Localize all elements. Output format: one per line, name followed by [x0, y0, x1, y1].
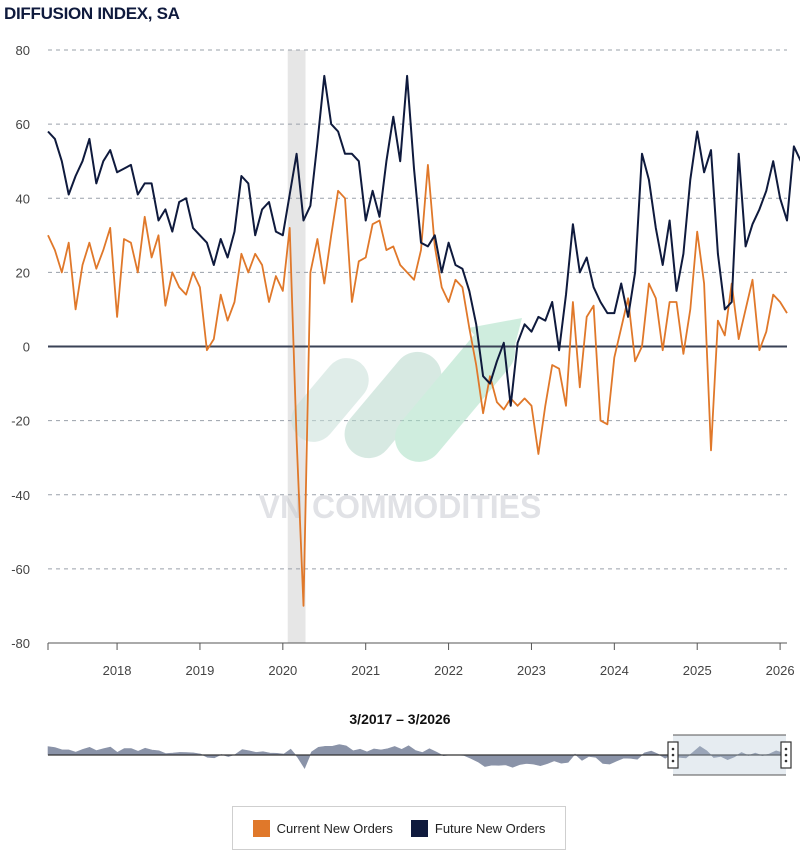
- y-tick-label: 40: [16, 191, 30, 206]
- legend-label-future: Future New Orders: [434, 820, 546, 836]
- y-tick-label: -40: [11, 488, 30, 503]
- watermark-bar-3: [395, 328, 515, 462]
- legend-item-future[interactable]: Future New Orders: [410, 819, 546, 837]
- range-label: 3/2017 – 3/2026: [349, 711, 451, 727]
- navigator-handle-left[interactable]: [667, 741, 679, 769]
- watermark-bar-2: [344, 351, 442, 459]
- y-tick-label: 0: [23, 340, 30, 355]
- y-tick-label: -20: [11, 414, 30, 429]
- y-tick-label: -60: [11, 562, 30, 577]
- y-tick-label: -80: [11, 636, 30, 651]
- handle-dot: [671, 747, 675, 751]
- legend-swatch-future: [410, 819, 428, 837]
- x-tick-label: 2019: [185, 663, 214, 678]
- series-line-future-new-orders: [47, 74, 800, 407]
- chart-title: DIFFUSION INDEX, SA: [4, 4, 180, 23]
- y-tick-label: 80: [16, 43, 30, 58]
- watermark-arrow: [468, 318, 522, 372]
- x-tick-label: 2023: [517, 663, 546, 678]
- navigator-selection: [673, 735, 786, 775]
- x-tick-label: 2020: [268, 663, 297, 678]
- legend-label-current: Current New Orders: [276, 820, 393, 836]
- handle-dot: [784, 759, 788, 763]
- y-tick-label: 60: [16, 117, 30, 132]
- x-tick-label: 2026: [766, 663, 795, 678]
- handle-dot: [784, 753, 788, 757]
- handle-dot: [671, 753, 675, 757]
- x-tick-label: 2021: [351, 663, 380, 678]
- handle-dot: [671, 759, 675, 763]
- legend-swatch-current: [252, 819, 270, 837]
- x-tick-label: 2022: [434, 663, 463, 678]
- handle-dot: [784, 747, 788, 751]
- range-navigator[interactable]: [0, 0, 800, 800]
- x-tick-label: 2018: [103, 663, 132, 678]
- x-tick-label: 2024: [600, 663, 629, 678]
- legend: Current New Orders Future New Orders: [232, 806, 566, 850]
- series-line-current-new-orders: [47, 163, 788, 607]
- watermark-bar-1: [291, 358, 369, 442]
- legend-item-current[interactable]: Current New Orders: [252, 819, 393, 837]
- navigator-handle-right[interactable]: [780, 741, 792, 769]
- y-tick-label: 20: [16, 265, 30, 280]
- x-tick-label: 2025: [683, 663, 712, 678]
